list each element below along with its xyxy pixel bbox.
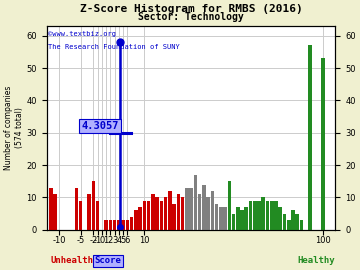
Bar [321,58,325,230]
Bar [138,207,142,230]
Bar [202,184,206,230]
Bar [168,191,172,230]
Bar [215,204,219,230]
Bar [279,207,282,230]
Text: Unhealthy: Unhealthy [50,256,99,265]
Bar [244,207,248,230]
Text: Score: Score [95,256,122,265]
Bar [270,201,274,230]
Bar [49,188,53,230]
Bar [147,201,150,230]
Bar [75,188,78,230]
Bar [300,220,303,230]
Bar [274,201,278,230]
Bar [109,220,112,230]
Bar [240,210,244,230]
Text: The Research Foundation of SUNY: The Research Foundation of SUNY [48,44,179,50]
Bar [130,217,134,230]
Bar [117,220,121,230]
Bar [253,201,257,230]
Bar [249,201,252,230]
Bar [257,201,261,230]
Bar [232,214,235,230]
Bar [296,214,299,230]
Bar [134,210,138,230]
Bar [96,201,99,230]
Bar [211,191,214,230]
Bar [164,197,167,230]
Bar [189,188,193,230]
Bar [104,220,108,230]
Bar [159,201,163,230]
Bar [91,181,95,230]
Bar [266,201,269,230]
Y-axis label: Number of companies
(574 total): Number of companies (574 total) [4,86,23,170]
Bar [287,220,291,230]
Text: 4.3057: 4.3057 [81,121,119,131]
Bar [185,188,189,230]
Title: Z-Score Histogram for RMBS (2016): Z-Score Histogram for RMBS (2016) [80,4,302,14]
Bar [79,201,82,230]
Bar [121,220,125,230]
Bar [87,194,91,230]
Text: Healthy: Healthy [298,256,335,265]
Bar [206,197,210,230]
Bar [228,181,231,230]
Bar [113,220,116,230]
Bar [219,207,222,230]
Bar [308,45,312,230]
Bar [198,194,201,230]
Bar [143,201,146,230]
Bar [261,197,265,230]
Bar [172,204,176,230]
Bar [194,175,197,230]
Bar [181,197,184,230]
Bar [291,210,295,230]
Text: Sector: Technology: Sector: Technology [138,12,244,22]
Bar [53,194,57,230]
Bar [283,214,286,230]
Bar [155,197,159,230]
Bar [126,220,129,230]
Bar [151,194,155,230]
Bar [236,207,240,230]
Bar [176,194,180,230]
Bar [223,207,227,230]
Text: ©www.textbiz.org: ©www.textbiz.org [48,31,116,37]
